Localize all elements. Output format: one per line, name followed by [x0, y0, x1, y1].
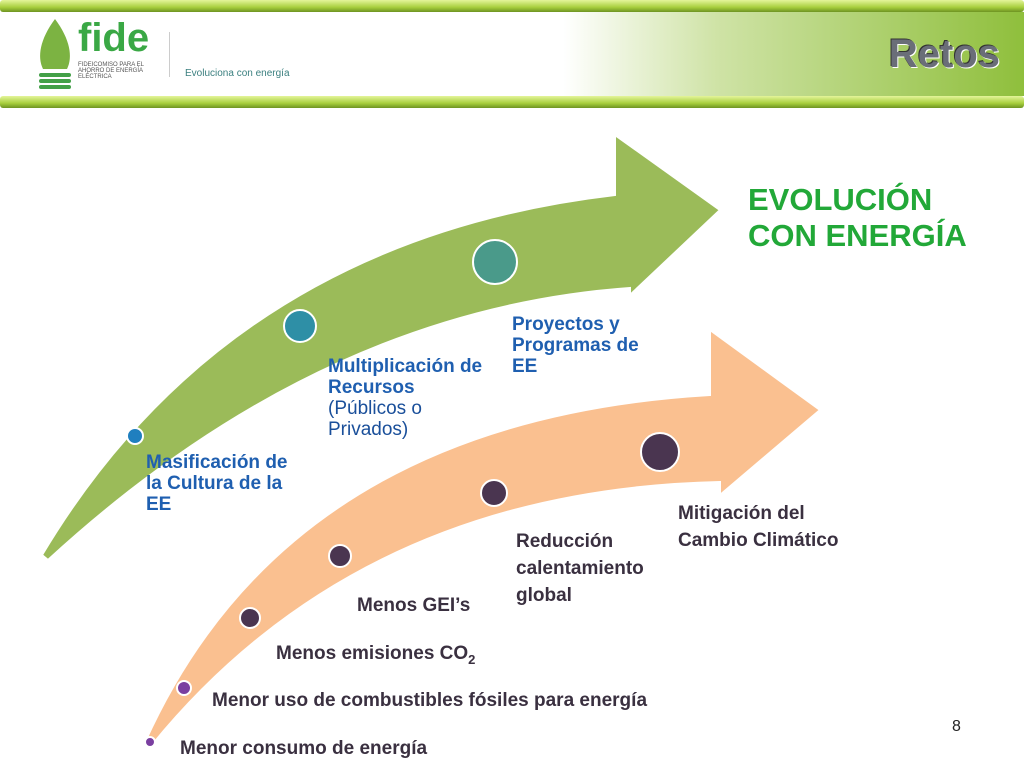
orange-label-3-text: Menos emisiones CO: [276, 643, 469, 664]
tagline: Evoluciona con energía: [185, 68, 290, 79]
headline-line-1: EVOLUCIÓN: [748, 182, 933, 217]
orange-dot-2: [176, 680, 192, 696]
green-label-3: Proyectos y Programas de EE: [512, 314, 639, 377]
green-dot-1: [126, 427, 144, 445]
slide-title: Retos: [888, 32, 1000, 76]
header-bottom-bar: [0, 96, 1024, 108]
headline-line-2: CON ENERGÍA: [748, 218, 967, 253]
orange-label-4: Menos GEI’s: [357, 595, 471, 616]
top-bar: [0, 0, 1024, 12]
header: fide FIDEICOMISO PARA EL AHORRO DE ENERG…: [0, 12, 1024, 96]
green-dot-3: [472, 239, 518, 285]
orange-label-3: Menos emisiones CO2: [276, 643, 475, 670]
orange-label-6: Mitigación del Cambio Climático: [678, 503, 839, 551]
orange-dot-4: [328, 544, 352, 568]
green-label-1: Masificación de la Cultura de la EE: [146, 452, 288, 515]
leaf-logo-icon: [39, 19, 71, 89]
green-label-2-bold: Multiplicación de Recursos: [328, 356, 483, 398]
divider: [169, 32, 170, 77]
orange-label-5: Reducción calentamiento global: [516, 531, 644, 606]
orange-label-2: Menor uso de combustibles fósiles para e…: [212, 690, 648, 711]
headline: EVOLUCIÓN CON ENERGÍA: [748, 182, 967, 254]
orange-dot-6: [640, 432, 680, 472]
green-dot-2: [283, 309, 317, 343]
green-arrow: [40, 133, 722, 562]
page-number: 8: [952, 718, 961, 735]
orange-arrow: [143, 328, 822, 747]
green-label-2: Multiplicación de Recursos (Públicos o P…: [328, 356, 488, 440]
orange-dot-5: [480, 479, 508, 507]
orange-dot-1: [144, 736, 156, 748]
orange-label-1: Menor consumo de energía: [180, 738, 428, 759]
logo-subtitle: FIDEICOMISO PARA EL AHORRO DE ENERGÍA EL…: [78, 62, 144, 80]
green-label-2-normal: (Públicos o Privados): [328, 398, 422, 440]
co2-subscript: 2: [468, 651, 476, 667]
logo-text: fide: [78, 16, 150, 60]
orange-dot-3: [239, 607, 261, 629]
